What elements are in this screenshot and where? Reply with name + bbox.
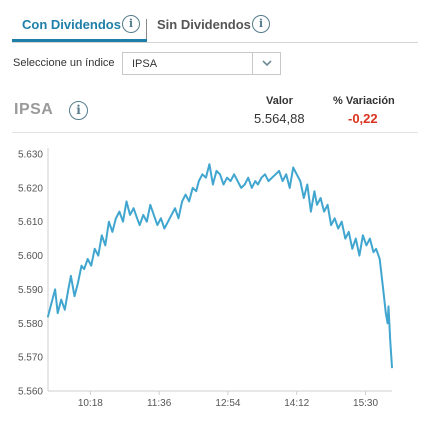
y-tick-label: 5.570 [18,353,43,364]
y-tick-label: 5.590 [18,285,43,296]
y-tick-label: 5.630 [18,150,43,161]
tab-con-dividendos[interactable]: Con Dividendos [22,17,121,32]
x-tick-label: 11:36 [147,398,172,409]
y-tick-label: 5.580 [18,319,43,330]
variacion-value: -0,22 [348,111,378,126]
y-tick-label: 5.600 [18,251,43,262]
info-icon[interactable]: i [252,15,270,33]
ipsa-series-line [47,163,393,369]
info-icon[interactable]: i [69,101,88,120]
y-tick-label: 5.610 [18,217,43,228]
x-tick-label: 12:54 [215,398,240,409]
variacion-label: % Variación [333,95,395,107]
tab-divider [146,19,147,39]
y-tick-label: 5.620 [18,183,43,194]
x-tick-label: 14:12 [284,398,309,409]
active-tab-indicator [12,39,147,42]
index-select-value: IPSA [132,58,158,70]
price-chart: 5.560 5.570 5.580 5.590 5.600 5.610 5.620 5.630… [0,140,440,426]
valor-value: 5.564,88 [254,111,305,126]
tab-sin-dividendos[interactable]: Sin Dividendos [157,17,251,32]
info-icon[interactable]: i [122,15,140,33]
x-tick-label: 10:18 [78,398,103,409]
index-name: IPSA [14,101,54,118]
valor-label: Valor [266,95,293,107]
header-divider [12,132,418,133]
select-divider [252,53,253,74]
line-chart: 5.560 5.570 5.580 5.590 5.600 5.610 5.620 5.630… [18,148,393,409]
x-tick-label: 15:30 [353,398,378,409]
chevron-down-icon[interactable] [260,56,274,70]
index-selector-label: Seleccione un índice [13,57,115,69]
dividend-tabs: Con Dividendos i Sin Dividendos i [12,10,418,43]
index-select[interactable]: IPSA [122,52,281,75]
y-tick-label: 5.560 [18,387,43,398]
